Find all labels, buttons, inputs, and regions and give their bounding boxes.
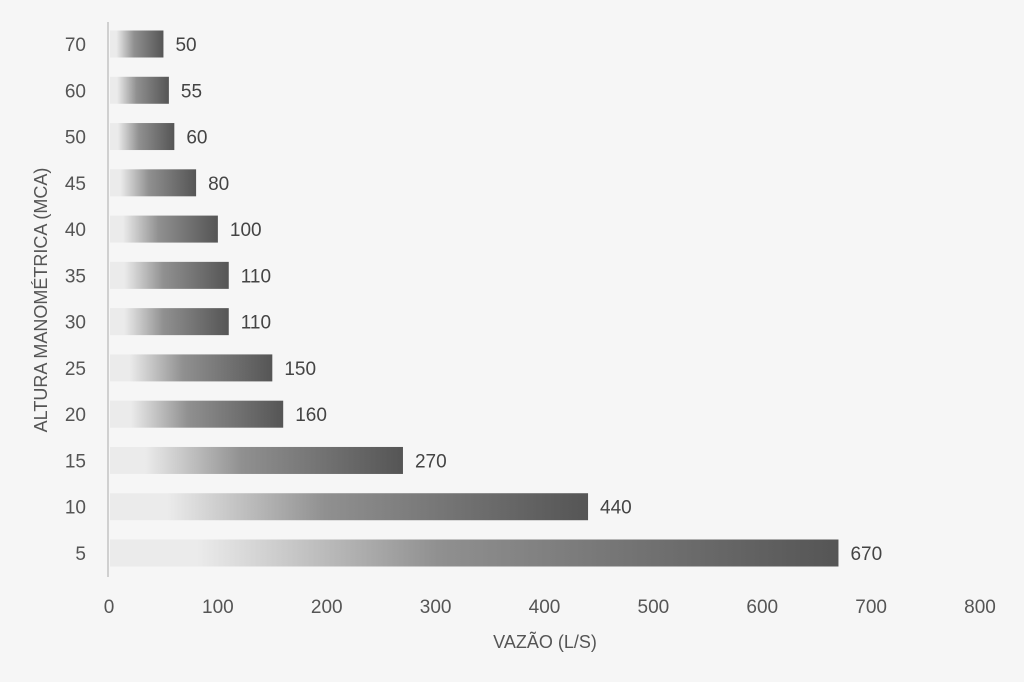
x-tick-label: 300 <box>420 597 452 618</box>
data-label: 670 <box>850 544 882 565</box>
bars-group <box>110 30 839 567</box>
y-tick-label: 5 <box>75 544 86 565</box>
data-label: 440 <box>600 498 632 519</box>
x-tick-label: 500 <box>638 597 670 618</box>
data-label: 270 <box>415 451 447 472</box>
x-tick-label: 700 <box>855 597 887 618</box>
y-tick-label: 70 <box>65 35 86 56</box>
x-tick-label: 0 <box>104 597 115 618</box>
bar-15 <box>110 446 403 474</box>
bar-70 <box>110 30 164 58</box>
bar-45 <box>110 169 197 197</box>
y-tick-label: 40 <box>65 220 86 241</box>
y-tick-label: 20 <box>65 405 86 426</box>
bar-60 <box>110 76 169 104</box>
data-label: 55 <box>181 81 202 102</box>
bar-5 <box>110 539 839 567</box>
y-tick-label: 15 <box>65 451 86 472</box>
y-tick-label: 60 <box>65 81 86 102</box>
data-labels: 670 440 270 160 150 110 110 100 80 60 55 50 <box>175 35 882 565</box>
bar-30 <box>110 308 229 336</box>
x-axis-title: VAZÃO (L/S) <box>493 631 597 652</box>
x-axis-ticks: 0 100 200 300 400 500 600 700 800 <box>104 597 996 618</box>
bar-20 <box>110 400 284 428</box>
x-tick-label: 200 <box>311 597 343 618</box>
data-label: 60 <box>186 128 207 149</box>
y-tick-label: 45 <box>65 174 86 195</box>
bar-35 <box>110 261 229 289</box>
data-label: 80 <box>208 174 229 195</box>
x-tick-label: 100 <box>202 597 234 618</box>
x-tick-label: 800 <box>964 597 996 618</box>
data-label: 100 <box>230 220 262 241</box>
x-tick-label: 600 <box>746 597 778 618</box>
bar-50 <box>110 123 175 151</box>
y-axis-title: ALTURA MANOMÉTRICA (MCA) <box>31 168 51 433</box>
bar-10 <box>110 493 589 521</box>
y-tick-label: 35 <box>65 266 86 287</box>
y-tick-label: 25 <box>65 359 86 380</box>
data-label: 160 <box>295 405 327 426</box>
data-label: 110 <box>241 313 271 334</box>
bar-40 <box>110 215 218 243</box>
x-tick-label: 400 <box>529 597 561 618</box>
y-tick-label: 30 <box>65 313 86 334</box>
y-tick-label: 10 <box>65 498 86 519</box>
y-tick-label: 50 <box>65 128 86 149</box>
data-label: 110 <box>241 266 271 287</box>
y-axis-ticks: 5 10 15 20 25 30 35 40 45 50 60 70 <box>65 35 86 565</box>
bar-25 <box>110 354 273 382</box>
data-label: 50 <box>175 35 196 56</box>
data-label: 150 <box>284 359 316 380</box>
